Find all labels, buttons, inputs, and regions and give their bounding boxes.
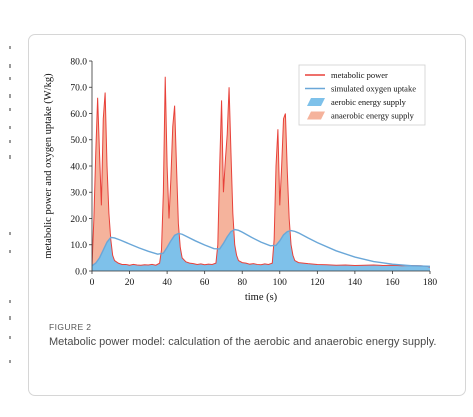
- anaerobic-energy-area: [92, 76, 430, 271]
- x-tick-label: 40: [162, 278, 172, 288]
- y-tick-label: 40.0: [70, 162, 87, 172]
- legend-label: simulated oxygen uptake: [331, 84, 416, 94]
- legend: metabolic power simulated oxygen uptake ae…: [298, 64, 426, 126]
- x-tick-label: 80: [237, 278, 247, 288]
- y-tick-label: 30.0: [70, 189, 87, 199]
- figure-card: 0 20 40 60 80 100 120 140 160 180 0.0 10.0 20.0 30.0 4…: [28, 34, 466, 396]
- x-axis-title: time (s): [245, 292, 278, 303]
- axes: 0 20 40 60 80 100 120 140 160 180 0.0 10.0 20.0 30.0 4…: [70, 57, 437, 288]
- x-tick-label: 120: [310, 278, 325, 288]
- y-tick-label: 20.0: [70, 215, 87, 225]
- y-tick-label: 10.0: [70, 241, 87, 251]
- x-tick-label: 60: [200, 278, 210, 288]
- y-tick-label: 50.0: [70, 136, 87, 146]
- y-tick-label: 70.0: [70, 84, 87, 94]
- legend-label: metabolic power: [331, 70, 388, 80]
- left-margin-text-fragments: [9, 46, 11, 363]
- x-tick-label: 140: [348, 278, 363, 288]
- y-tick-label: 60.0: [70, 110, 87, 120]
- figure-caption: Metabolic power model: calculation of th…: [49, 336, 437, 348]
- legend-swatch: [307, 111, 325, 120]
- legend-label: aerobic energy supply: [331, 97, 407, 107]
- x-tick-label: 160: [385, 278, 400, 288]
- figure-label: FIGURE 2: [49, 322, 92, 332]
- x-tick-label: 180: [423, 278, 438, 288]
- y-tick-label: 0.0: [75, 267, 87, 277]
- legend-label: anaerobic energy supply: [331, 111, 415, 121]
- x-tick-label: 20: [125, 278, 135, 288]
- y-axis-title: metabolic power and oxygen uptake (W/kg): [43, 73, 54, 259]
- y-tick-label: 80.0: [70, 57, 87, 67]
- metabolic-power-chart: 0 20 40 60 80 100 120 140 160 180 0.0 10.0 20.0 30.0 4…: [43, 57, 437, 303]
- aerobic-energy-area: [92, 230, 430, 271]
- metabolic-power-line: [92, 76, 430, 268]
- x-tick-label: 100: [273, 278, 288, 288]
- oxygen-uptake-line: [92, 228, 430, 267]
- legend-swatch: [307, 98, 325, 106]
- x-tick-label: 0: [90, 278, 95, 288]
